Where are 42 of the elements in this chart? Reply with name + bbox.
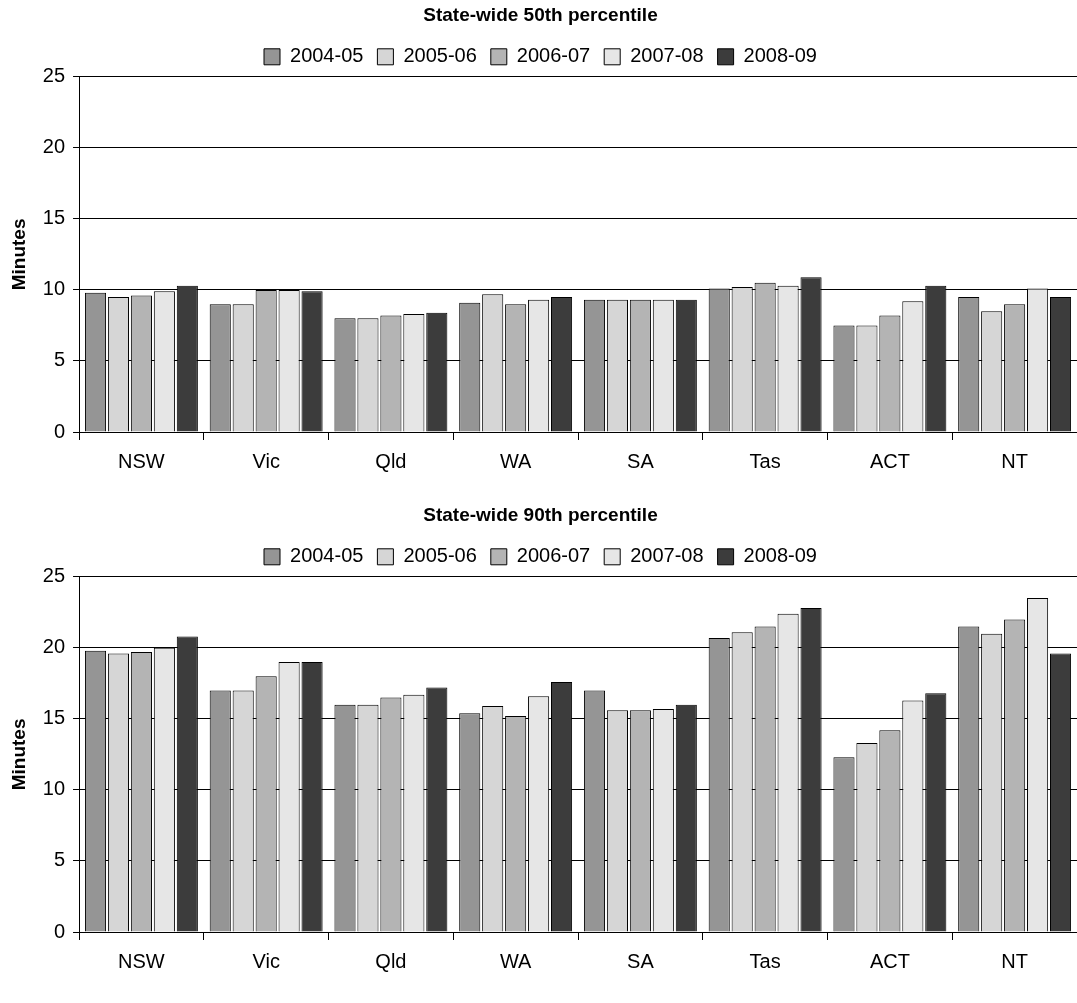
y-tick-label: 20 [42, 135, 66, 158]
x-tick-label: Vic [252, 949, 280, 972]
x-tick-label: ACT [869, 949, 910, 972]
legend-label: 2008-09 [743, 544, 817, 567]
legend-label: 2005-06 [403, 44, 477, 67]
y-axis-title: Minutes [7, 218, 29, 291]
legend-label: 2007-08 [630, 44, 704, 67]
chart-title: State-wide 50th percentile [423, 3, 658, 25]
x-tick-label: WA [499, 949, 533, 972]
y-tick-label: 15 [42, 206, 66, 229]
legend-label: 2004-05 [290, 44, 364, 67]
legend-label: 2006-07 [516, 44, 591, 67]
legend-label: 2007-08 [630, 544, 704, 567]
y-tick-label: 0 [53, 919, 66, 942]
legend-label: 2005-06 [403, 544, 477, 567]
y-tick-label: 10 [42, 777, 66, 800]
x-tick-label: NSW [118, 949, 165, 972]
x-tick-label: WA [499, 449, 533, 472]
legend-label: 2006-07 [516, 544, 591, 567]
y-tick-label: 5 [53, 348, 66, 371]
x-tick-label: ACT [869, 449, 910, 472]
y-axis-title: Minutes [7, 718, 29, 791]
x-tick-label: Vic [252, 449, 280, 472]
x-tick-label: Tas [749, 449, 781, 472]
x-tick-label: NT [1001, 449, 1028, 472]
y-tick-label: 25 [42, 564, 66, 587]
x-tick-label: Tas [749, 949, 781, 972]
legend-label: 2004-05 [290, 544, 364, 567]
y-tick-label: 10 [42, 277, 66, 300]
y-tick-label: 15 [42, 706, 66, 729]
chart-title: State-wide 90th percentile [423, 503, 658, 525]
x-tick-label: Qld [375, 949, 407, 972]
y-tick-label: 20 [42, 635, 66, 658]
y-tick-label: 25 [42, 64, 66, 87]
x-tick-label: Qld [375, 449, 407, 472]
x-tick-label: NSW [118, 449, 165, 472]
x-tick-label: SA [627, 949, 655, 972]
y-tick-label: 0 [53, 419, 66, 442]
x-tick-label: SA [627, 449, 655, 472]
legend-label: 2008-09 [743, 44, 817, 67]
y-tick-label: 5 [53, 848, 66, 871]
x-tick-label: NT [1001, 949, 1028, 972]
